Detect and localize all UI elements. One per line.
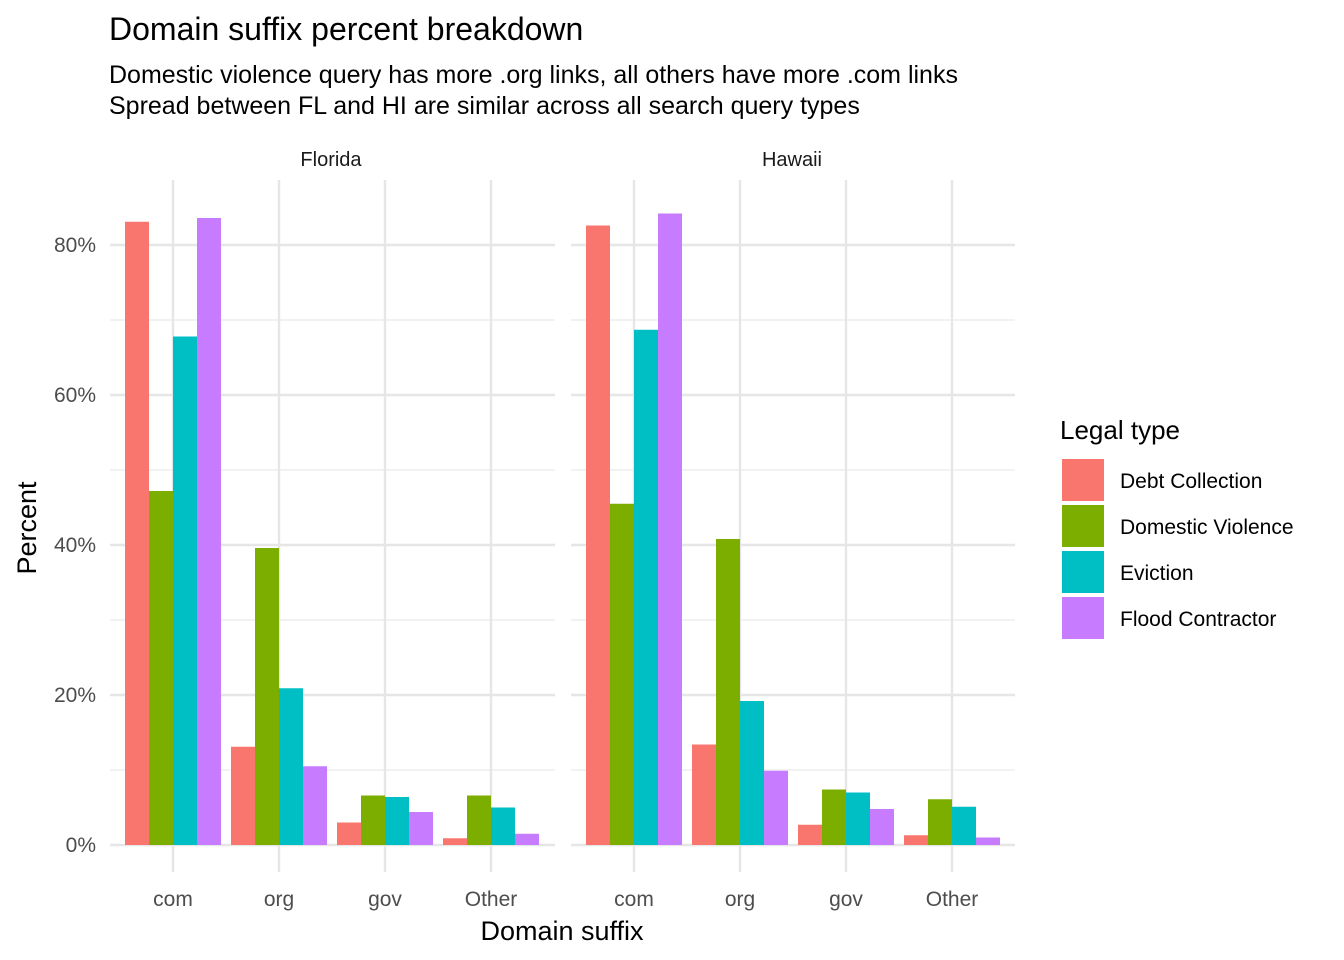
hawaii-x-tick-org: org: [725, 888, 755, 911]
hawaii-x-tick-com: com: [614, 888, 654, 911]
florida-bar-flood-contractor-other: [515, 833, 539, 845]
hawaii-bar-flood-contractor-org: [764, 770, 788, 845]
bars: [125, 213, 1000, 845]
florida-bar-eviction-other: [491, 807, 515, 845]
hawaii-bar-eviction-com: [634, 329, 658, 845]
legend: Legal type Debt Collection Domestic Viol…: [1060, 415, 1294, 639]
hawaii-bar-eviction-other: [952, 806, 976, 845]
hawaii-bar-debt-collection-com: [586, 225, 610, 845]
florida-bar-domestic-violence-com: [149, 491, 173, 845]
hawaii-bar-domestic-violence-org: [716, 539, 740, 845]
hawaii-bar-debt-collection-org: [692, 744, 716, 845]
chart-subtitle-line-2: Spread between FL and HI are similar acr…: [109, 92, 860, 120]
y-tick-40-: 40%: [54, 534, 96, 557]
facet-label-hawaii: Hawaii: [762, 149, 822, 171]
florida-bar-eviction-org: [279, 688, 303, 845]
florida-bar-eviction-com: [173, 336, 197, 845]
chart-title: Domain suffix percent breakdown: [109, 11, 583, 47]
florida-x-tick-other: Other: [465, 888, 518, 911]
legend-label-flood-contractor: Flood Contractor: [1120, 608, 1276, 631]
florida-bar-flood-contractor-com: [197, 218, 221, 845]
florida-x-tick-gov: gov: [368, 888, 402, 911]
legend-key-eviction: [1062, 551, 1104, 593]
hawaii-bar-flood-contractor-other: [976, 837, 1000, 845]
florida-bar-eviction-gov: [385, 797, 409, 845]
legend-label-domestic-violence: Domestic Violence: [1120, 516, 1294, 539]
hawaii-x-tick-gov: gov: [829, 888, 863, 911]
hawaii-bar-domestic-violence-com: [610, 503, 634, 845]
legend-label-debt-collection: Debt Collection: [1120, 470, 1262, 493]
legend-key-flood-contractor: [1062, 597, 1104, 639]
florida-bar-domestic-violence-other: [467, 795, 491, 845]
y-tick-80-: 80%: [54, 234, 96, 257]
hawaii-bar-debt-collection-other: [904, 835, 928, 845]
y-tick-60-: 60%: [54, 384, 96, 407]
hawaii-bar-flood-contractor-gov: [870, 809, 894, 845]
y-tick-0-: 0%: [66, 834, 96, 857]
florida-bar-debt-collection-other: [443, 838, 467, 845]
florida-bar-flood-contractor-gov: [409, 812, 433, 845]
florida-x-tick-com: com: [153, 888, 193, 911]
legend-key-debt-collection: [1062, 459, 1104, 501]
florida-bar-domestic-violence-org: [255, 548, 279, 845]
florida-x-tick-org: org: [264, 888, 294, 911]
legend-title: Legal type: [1060, 415, 1180, 445]
florida-bar-debt-collection-com: [125, 221, 149, 845]
chart-subtitle-line-1: Domestic violence query has more .org li…: [109, 61, 958, 89]
y-tick-20-: 20%: [54, 684, 96, 707]
legend-label-eviction: Eviction: [1120, 562, 1194, 585]
florida-bar-flood-contractor-org: [303, 766, 327, 845]
hawaii-bar-domestic-violence-other: [928, 799, 952, 845]
florida-bar-debt-collection-gov: [337, 822, 361, 845]
hawaii-bar-flood-contractor-com: [658, 213, 682, 845]
tick-labels: com org gov Other com org gov Other 0% 20% 40% 60% 8…: [54, 234, 978, 911]
hawaii-bar-eviction-org: [740, 701, 764, 845]
florida-bar-debt-collection-org: [231, 746, 255, 845]
hawaii-bar-domestic-violence-gov: [822, 789, 846, 845]
legend-key-domestic-violence: [1062, 505, 1104, 547]
hawaii-bar-eviction-gov: [846, 792, 870, 845]
x-axis-title: Domain suffix: [480, 916, 644, 946]
y-axis-title: Percent: [12, 481, 42, 575]
facet-label-florida: Florida: [300, 149, 362, 171]
hawaii-bar-debt-collection-gov: [798, 824, 822, 845]
florida-bar-domestic-violence-gov: [361, 795, 385, 845]
hawaii-x-tick-other: Other: [926, 888, 979, 911]
